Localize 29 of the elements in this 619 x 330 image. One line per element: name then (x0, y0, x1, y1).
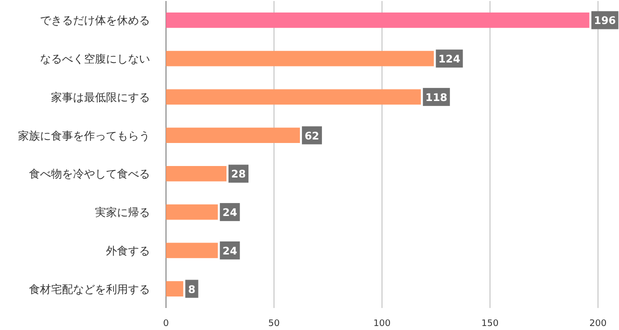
bar (166, 50, 434, 66)
data-label: 8 (188, 284, 196, 296)
y-tick-label: 食材宅配などを利用する (29, 282, 150, 296)
bar (166, 204, 218, 220)
y-tick-label: 外食する (106, 244, 150, 258)
data-label: 118 (425, 92, 448, 104)
data-label: 24 (222, 245, 238, 258)
bar (166, 89, 421, 105)
bar (166, 242, 218, 258)
x-tick-label: 50 (268, 319, 280, 329)
data-label: 196 (594, 15, 616, 28)
y-tick-label: なるべく空腹にしない (40, 52, 150, 66)
x-tick-label: 150 (481, 319, 499, 329)
x-tick-label: 200 (589, 319, 607, 329)
data-label: 28 (231, 168, 246, 181)
y-tick-label: できるだけ体を休める (40, 14, 150, 28)
x-tick-label: 0 (163, 319, 170, 329)
bar (166, 128, 300, 143)
bar (166, 281, 184, 296)
bar (166, 12, 590, 28)
data-label: 124 (438, 54, 460, 66)
data-label: 24 (222, 207, 238, 220)
y-tick-label: 食べ物を冷やして食べる (29, 168, 150, 181)
y-tick-label: 家族に食事を作ってもらう (18, 129, 150, 142)
x-tick-label: 100 (373, 319, 391, 329)
y-tick-label: 家事は最低限にする (51, 90, 150, 104)
data-label: 62 (304, 130, 320, 142)
bar (166, 166, 226, 182)
y-tick-label: 実家に帰る (95, 206, 150, 220)
